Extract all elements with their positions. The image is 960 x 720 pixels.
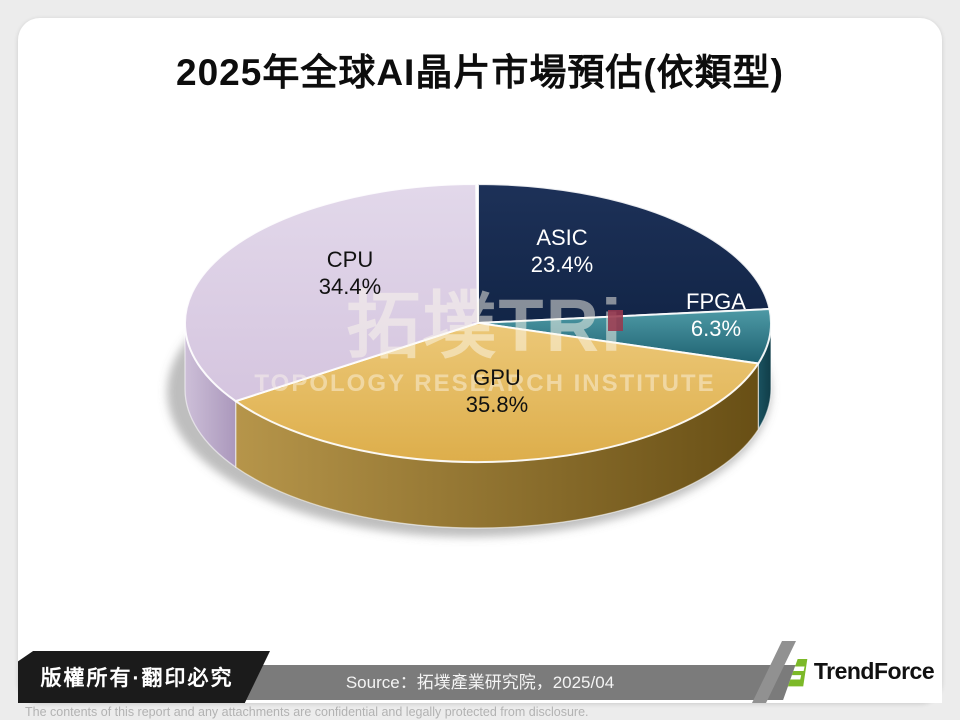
trendforce-wordmark: TrendForce <box>813 658 935 684</box>
pie-label-gpu: GPU 35.8% <box>465 365 529 417</box>
trendforce-logo: TrendForce <box>782 640 942 703</box>
copyright-text: 版權所有·翻印必究 <box>40 667 234 690</box>
pie-label-fpga: FPGA 6.3% <box>686 289 746 341</box>
source-text: Source：拓墣產業研究院，2025/04 <box>345 673 615 692</box>
pie-slice-asic <box>477 183 771 324</box>
pie-label-asic: ASIC 23.4% <box>530 225 594 277</box>
pie-slice-fpga <box>477 308 772 365</box>
disclaimer-text: The contents of this report and any atta… <box>25 705 589 719</box>
pie-slice-gpu <box>234 322 760 463</box>
pie-label-cpu: CPU 34.4% <box>318 247 382 299</box>
pie-top-slices <box>184 183 772 463</box>
pie-slice-cpu <box>184 183 479 403</box>
watermark-red-dot <box>608 310 623 331</box>
copyright-tab: 版權所有·翻印必究 <box>18 651 270 703</box>
chart-title: 2025年全球AI晶片市場預估(依類型) <box>176 52 784 93</box>
